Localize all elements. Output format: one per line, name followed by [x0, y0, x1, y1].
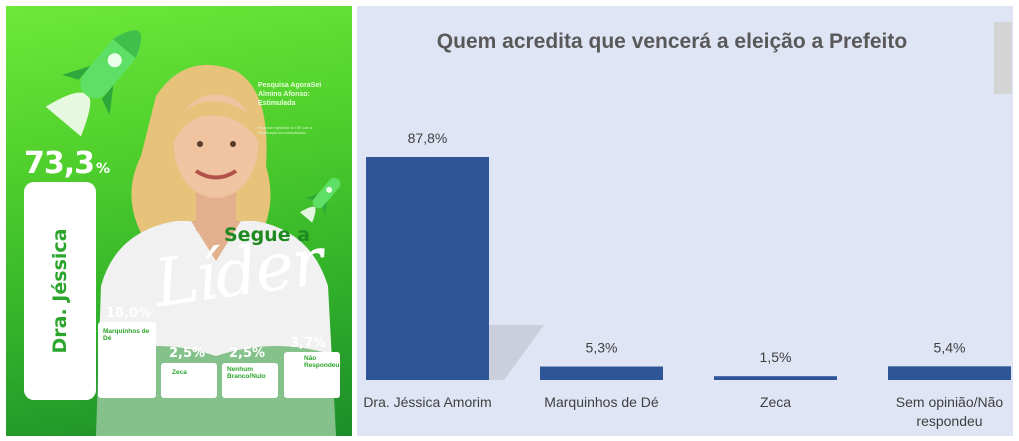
bar — [366, 156, 489, 380]
bar — [540, 366, 663, 380]
rocket-icon — [45, 30, 142, 137]
category-label: respondeu — [916, 413, 982, 429]
category-label: Sem opinião/Não — [896, 394, 1004, 410]
poster-other-value: 18,0% — [106, 306, 152, 321]
main-candidate-percentage: 73,3% — [24, 146, 110, 181]
poster-other-bar — [98, 322, 156, 398]
poster-other-label: Nenhum Branco/Nulo — [227, 366, 266, 380]
bar-shadow — [489, 325, 544, 380]
category-label: Marquinhos de Dé — [544, 394, 659, 410]
poster-other-value: 3,7% — [290, 336, 327, 351]
category-label: Zeca — [760, 394, 791, 410]
bar-chart: Quem acredita que vencerá a eleição a Pr… — [357, 6, 1013, 436]
scrollbar-thumb[interactable] — [994, 22, 1012, 94]
data-label: 87,8% — [408, 130, 448, 146]
poster-other-bar — [161, 363, 217, 398]
small-rocket-icon — [299, 177, 341, 223]
poster-other-bar — [222, 363, 278, 398]
survey-note: Pesquisa registrada no TSE com a identif… — [258, 126, 313, 135]
poster-other-label: Zeca — [172, 369, 187, 376]
chart-plot-area: 87,8% Dra. Jéssica Amorim 5,3% Marquinhos d… — [363, 130, 1011, 429]
poster-other-value: 2,5% — [169, 346, 206, 361]
slogan-top: Segue a — [224, 224, 311, 246]
data-label: 1,5% — [760, 349, 792, 365]
bar — [888, 366, 1011, 380]
poster-other-bar — [284, 352, 340, 398]
main-candidate-bar — [24, 182, 96, 400]
chart-title: Quem acredita que vencerá a eleição a Pr… — [436, 30, 908, 53]
data-label: 5,4% — [934, 339, 966, 355]
main-candidate-name: Dra. Jéssica — [49, 228, 71, 354]
poster-other-label: Não Respondeu — [304, 355, 340, 369]
data-label: 5,3% — [586, 340, 618, 356]
poster-other-value: 2,5% — [229, 346, 266, 361]
bar — [714, 376, 837, 380]
poster-other-label: Marquinhos de Dé — [103, 328, 150, 342]
category-label: Dra. Jéssica Amorim — [363, 394, 491, 410]
survey-title: Pesquisa AgoraSei Almino Afonso: Estimul… — [258, 82, 322, 107]
campaign-poster: 73,3% Dra. Jéssica Pesquisa AgoraSei Alm… — [6, 6, 352, 436]
